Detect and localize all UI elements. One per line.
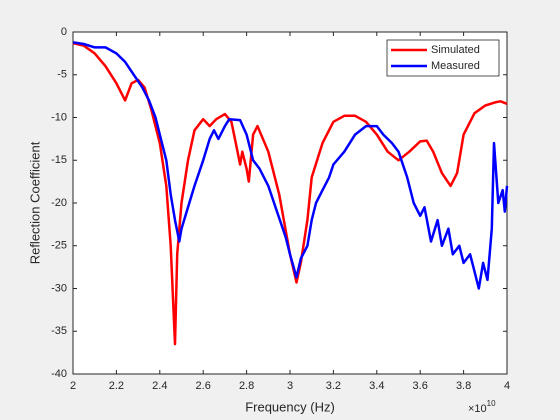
x-tick-label: 2.8 (239, 380, 254, 392)
y-tick-label: -20 (51, 197, 67, 209)
y-tick-label: -10 (51, 111, 67, 123)
x-tick-label: 4 (504, 380, 510, 392)
y-tick-label: -30 (51, 282, 67, 294)
x-tick-label: 2.6 (196, 380, 211, 392)
x-tick-label: 2.2 (109, 380, 124, 392)
x-axis-label: Frequency (Hz) (245, 399, 335, 414)
y-axis-label: Reflection Coefficient (27, 141, 42, 264)
y-tick-label: -25 (51, 240, 67, 252)
y-tick-label: 0 (61, 26, 67, 38)
axes-box (72, 31, 508, 375)
y-tick-label: -15 (51, 154, 67, 166)
y-tick-label: -35 (51, 325, 67, 337)
x-tick-label: 3.8 (456, 380, 471, 392)
legend-box (386, 39, 500, 77)
legend-label: Measured (431, 60, 480, 72)
x-tick-label: 2.4 (152, 380, 167, 392)
data-line (72, 41, 509, 290)
x-tick-label: 3.2 (326, 380, 341, 392)
data-line (72, 41, 508, 346)
x-tick-label: 3 (287, 380, 293, 392)
x-tick-label: 3.4 (369, 380, 384, 392)
x-tick-label: 2 (70, 380, 76, 392)
x-multiplier: ×1010 (468, 399, 496, 415)
legend-label: Simulated (431, 44, 480, 56)
x-multiplier-exponent: 10 (487, 399, 496, 408)
y-tick-label: -40 (51, 368, 67, 380)
x-tick-label: 3.6 (413, 380, 428, 392)
y-tick-label: -5 (57, 69, 67, 81)
x-multiplier-base: ×10 (468, 403, 487, 415)
